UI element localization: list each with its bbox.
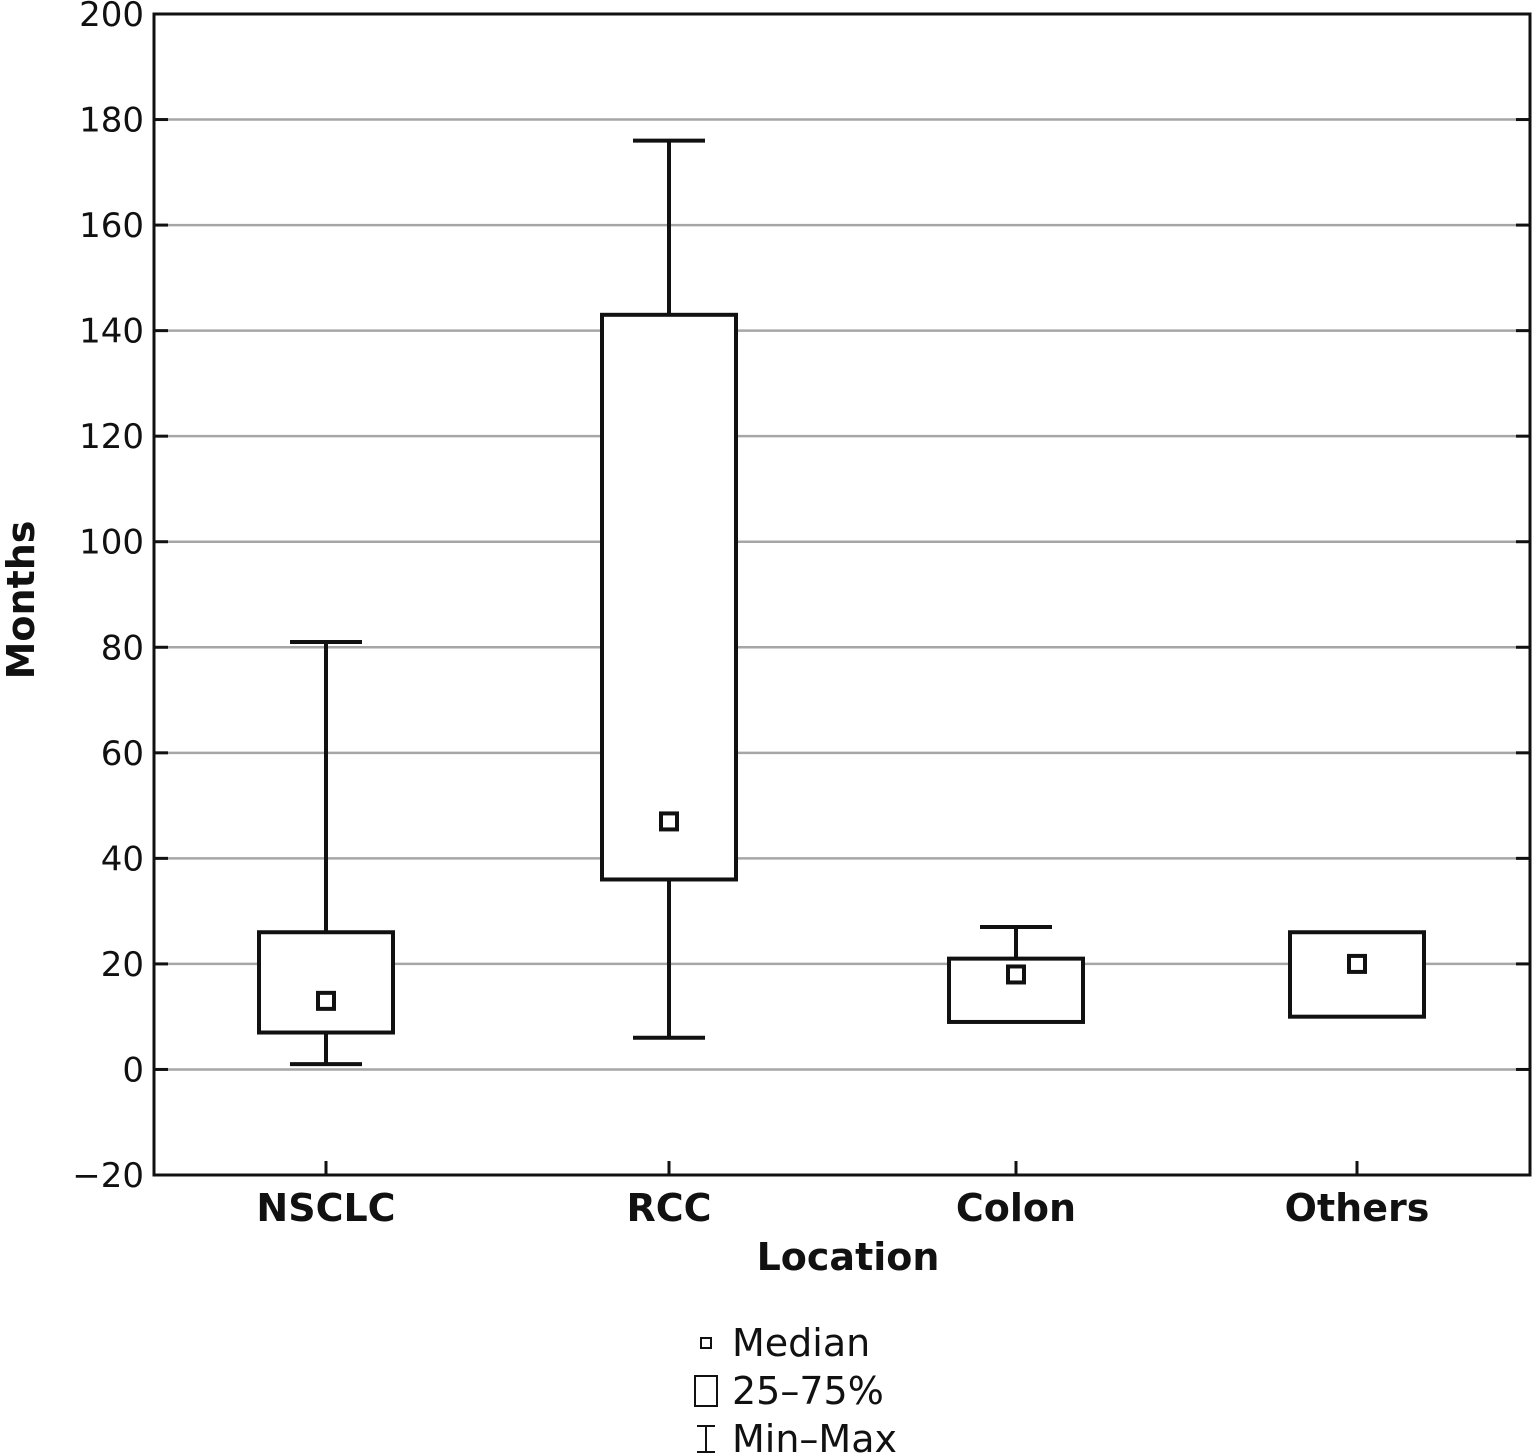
iqr-box [947,956,1085,1024]
x-axis-title: Location [757,1235,940,1279]
y-tick-label: 160 [79,206,144,246]
y-axis-title: Months [0,521,43,680]
legend-median-icon [700,1337,712,1349]
median-marker [1006,964,1026,985]
iqr-box [1288,930,1426,1019]
box-colon [947,924,1085,1024]
box-others [1288,930,1426,1019]
x-tick-label: Colon [956,1186,1076,1230]
x-tick-label: NSCLC [256,1186,395,1230]
gridlines [154,118,1530,1071]
y-tick-label: 40 [101,839,144,879]
box-series [257,138,1426,1067]
legend-label: 25–75% [732,1369,884,1413]
x-tick-label: Others [1285,1186,1430,1230]
box-nsclc [257,639,395,1067]
y-tick-label: −20 [72,1156,144,1196]
median-marker [1347,953,1367,974]
iqr-box [600,312,738,882]
y-tick-label: 60 [101,734,144,774]
y-tick-label: 80 [101,628,144,668]
y-tick-label: 180 [79,101,144,141]
median-marker [659,811,679,832]
legend-box-icon [694,1375,718,1407]
iqr-box [257,930,395,1035]
y-axis-ticks: −20 0 20 40 60 80 100 120 140 160 180 200 [72,0,1530,1196]
y-tick-label: 200 [79,0,144,35]
box-rcc [600,138,738,1040]
legend-label: Median [732,1321,870,1365]
y-tick-label: 140 [79,312,144,352]
legend-label: Min–Max [732,1417,897,1456]
y-tick-label: 120 [79,417,144,457]
plot-area-frame [152,12,1532,1177]
y-tick-label: 0 [122,1050,144,1090]
y-tick-label: 100 [79,523,144,563]
x-tick-label: RCC [626,1186,711,1230]
x-axis-ticks: NSCLC RCC Colon Others [256,1161,1429,1230]
median-marker [316,990,336,1011]
y-tick-label: 20 [101,945,144,985]
